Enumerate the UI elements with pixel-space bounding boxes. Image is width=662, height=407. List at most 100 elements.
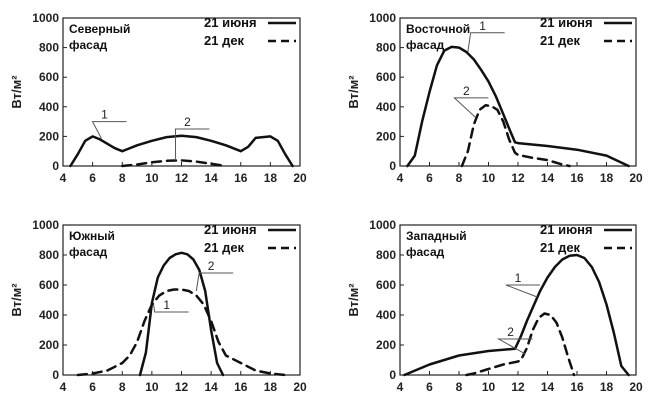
- callout-label: 2: [208, 259, 215, 273]
- series-line-december: [460, 104, 571, 168]
- x-tick-label: 10: [145, 380, 159, 394]
- series-line-december: [465, 312, 576, 377]
- chart-panel-3: 4 6 8 10 12 14 16 18 2002004006008001000Вт/м²Южн…: [9, 218, 307, 394]
- x-tick-label: 12: [511, 171, 525, 185]
- callout-label: 1: [163, 298, 170, 312]
- callout-label: 2: [184, 115, 191, 129]
- x-tick-label: 18: [600, 380, 614, 394]
- y-axis-label: Вт/м²: [9, 75, 24, 109]
- series-line-june: [403, 253, 630, 377]
- y-tick-label: 200: [39, 129, 59, 143]
- callout-label: 1: [101, 108, 108, 122]
- x-tick-label: 10: [482, 380, 496, 394]
- panel-title-line: Северный: [69, 22, 130, 36]
- y-tick-label: 600: [376, 70, 396, 84]
- x-tick-label: 18: [264, 380, 278, 394]
- legend-label: 21 июня: [204, 222, 257, 237]
- callout-label: 2: [507, 325, 514, 339]
- legend-label: 21 июня: [204, 15, 257, 30]
- x-tick-label: 20: [293, 380, 307, 394]
- y-tick-label: 400: [39, 100, 59, 114]
- legend-label: 21 июня: [540, 15, 593, 30]
- y-tick-label: 1000: [369, 11, 396, 25]
- y-tick-label: 0: [52, 368, 59, 382]
- panel-title-line: фасад: [406, 245, 445, 259]
- x-tick-label: 16: [570, 171, 584, 185]
- panel-title-line: Восточной: [406, 22, 470, 36]
- panel-title-line: Западный: [406, 229, 467, 243]
- callout-label: 1: [479, 19, 486, 33]
- x-tick-label: 14: [204, 380, 218, 394]
- x-tick-label: 6: [89, 171, 96, 185]
- series-line-june: [69, 134, 294, 168]
- y-axis-label: Вт/м²: [346, 75, 361, 109]
- x-tick-label: 16: [234, 171, 248, 185]
- x-tick-label: 4: [60, 380, 67, 394]
- series-line-june: [406, 45, 630, 168]
- y-axis-label: Вт/м²: [9, 283, 24, 317]
- x-tick-label: 14: [541, 171, 555, 185]
- x-tick-label: 6: [426, 171, 433, 185]
- y-tick-label: 200: [376, 129, 396, 143]
- x-tick-label: 14: [204, 171, 218, 185]
- y-tick-label: 600: [39, 70, 59, 84]
- x-tick-label: 20: [293, 171, 307, 185]
- y-tick-label: 400: [376, 100, 396, 114]
- legend-label: 21 дек: [204, 240, 245, 255]
- y-tick-label: 0: [52, 159, 59, 173]
- legend-label: 21 дек: [540, 240, 581, 255]
- callout-leader-line: [152, 302, 189, 313]
- y-tick-label: 1000: [369, 218, 396, 232]
- panel-title-line: фасад: [406, 38, 445, 52]
- chart-panel-2: 4 6 8 10 12 14 16 18 2002004006008001000Вт/м²Вос…: [346, 11, 643, 185]
- x-tick-label: 18: [600, 171, 614, 185]
- x-tick-label: 8: [456, 171, 463, 185]
- x-tick-label: 8: [119, 171, 126, 185]
- x-tick-label: 8: [456, 380, 463, 394]
- series-line-december: [76, 288, 287, 377]
- x-tick-label: 10: [145, 171, 159, 185]
- chart-panel-4: 4 6 8 10 12 14 16 18 2002004006008001000Вт/м²Зап…: [346, 218, 643, 394]
- y-tick-label: 800: [39, 248, 59, 262]
- callout-leader-line: [505, 284, 540, 298]
- legend-label: 21 дек: [204, 33, 245, 48]
- y-tick-label: 1000: [32, 11, 59, 25]
- y-tick-label: 800: [39, 41, 59, 55]
- x-tick-label: 12: [175, 380, 189, 394]
- x-tick-label: 10: [482, 171, 496, 185]
- x-tick-label: 8: [119, 380, 126, 394]
- x-tick-label: 20: [629, 380, 643, 394]
- callout-leader-line: [453, 97, 489, 118]
- legend-label: 21 июня: [540, 222, 593, 237]
- callout-leader-line: [496, 338, 533, 355]
- y-axis-label: Вт/м²: [346, 283, 361, 317]
- y-tick-label: 0: [389, 159, 396, 173]
- y-tick-label: 0: [389, 368, 396, 382]
- chart-panel-1: 4 6 8 10 12 14 16 18 2002004006008001000Вт/м²Сев…: [9, 11, 307, 185]
- x-tick-label: 16: [234, 380, 248, 394]
- y-tick-label: 800: [376, 248, 396, 262]
- y-tick-label: 600: [39, 278, 59, 292]
- x-tick-label: 4: [397, 171, 404, 185]
- panel-title-line: фасад: [69, 38, 108, 52]
- y-tick-label: 200: [376, 338, 396, 352]
- x-tick-label: 14: [541, 380, 555, 394]
- x-tick-label: 16: [570, 380, 584, 394]
- x-tick-label: 6: [426, 380, 433, 394]
- x-tick-label: 12: [511, 380, 525, 394]
- callout-label: 2: [463, 84, 470, 98]
- x-tick-label: 12: [175, 171, 189, 185]
- callout-label: 1: [515, 271, 522, 285]
- y-tick-label: 400: [376, 308, 396, 322]
- y-tick-label: 400: [39, 308, 59, 322]
- x-tick-label: 18: [264, 171, 278, 185]
- x-tick-label: 20: [629, 171, 643, 185]
- y-tick-label: 800: [376, 41, 396, 55]
- panel-title-line: фасад: [69, 245, 108, 259]
- y-tick-label: 600: [376, 278, 396, 292]
- series-line-december: [121, 159, 228, 168]
- legend-label: 21 дек: [540, 33, 581, 48]
- callout-leader-line: [195, 272, 234, 292]
- x-tick-label: 4: [397, 380, 404, 394]
